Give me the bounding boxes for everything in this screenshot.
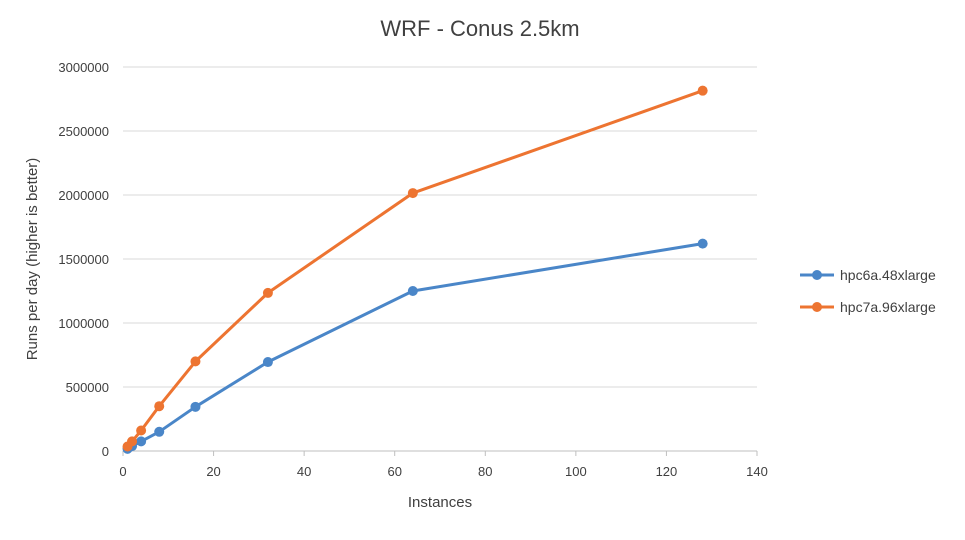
y-tick-label: 1000000 <box>58 316 109 331</box>
legend-item: hpc6a.48xlarge <box>800 267 936 283</box>
data-point <box>127 436 138 447</box>
y-tick-label: 0 <box>102 444 109 459</box>
y-axis-label: Runs per day (higher is better) <box>24 158 41 361</box>
data-point <box>697 85 708 96</box>
y-tick-label: 3000000 <box>58 60 109 75</box>
tick-labels: 0 500000 1000000 1500000 2000000 2500000 30000… <box>58 60 767 479</box>
x-tick-label: 0 <box>119 464 126 479</box>
data-point <box>407 188 418 199</box>
series-line <box>126 89 705 448</box>
x-tick-label: 100 <box>565 464 587 479</box>
data-point <box>154 426 165 437</box>
legend-label: hpc6a.48xlarge <box>840 267 936 283</box>
y-tick-label: 2500000 <box>58 124 109 139</box>
data-point <box>190 401 201 412</box>
series-line <box>126 242 705 451</box>
data-point <box>190 356 201 367</box>
data-point <box>136 436 147 447</box>
data-point <box>697 238 708 249</box>
legend-item: hpc7a.96xlarge <box>800 299 936 315</box>
x-tick-label: 80 <box>478 464 492 479</box>
x-tick-label: 140 <box>746 464 768 479</box>
data-point <box>407 286 418 296</box>
y-tick-label: 500000 <box>66 380 109 395</box>
series-hpc7a.96xlarge <box>122 85 708 452</box>
legend-marker <box>812 302 822 312</box>
x-tick-label: 20 <box>206 464 220 479</box>
data-point <box>262 357 273 368</box>
x-tick-label: 60 <box>387 464 401 479</box>
data-point <box>154 401 165 412</box>
series-lines <box>122 85 708 454</box>
y-tick-label: 2000000 <box>58 188 109 203</box>
x-tick-label: 40 <box>297 464 311 479</box>
x-axis-label: Instances <box>408 494 472 511</box>
legend: hpc6a.48xlarge hpc7a.96xlarge <box>800 267 936 315</box>
x-tick-label: 120 <box>656 464 678 479</box>
legend-label: hpc7a.96xlarge <box>840 299 936 315</box>
data-point <box>136 425 147 436</box>
y-tick-label: 1500000 <box>58 252 109 267</box>
data-point <box>262 287 273 298</box>
legend-marker <box>812 270 822 280</box>
axes <box>122 450 758 456</box>
chart-title: WRF - Conus 2.5km <box>380 16 579 41</box>
